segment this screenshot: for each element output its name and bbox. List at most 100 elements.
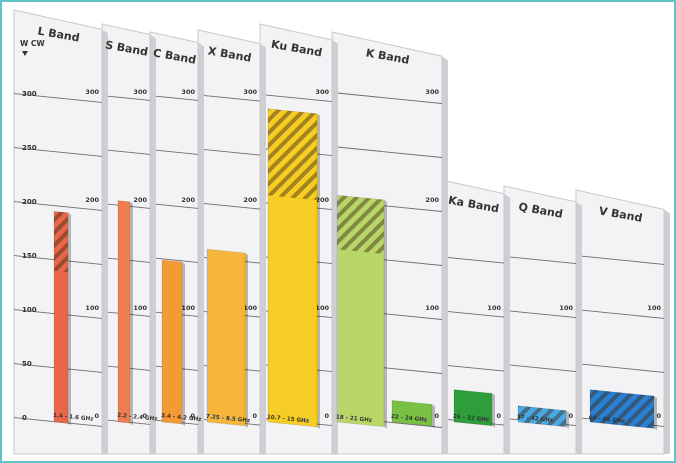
back-tick-label: 0 bbox=[142, 412, 147, 420]
gridline bbox=[197, 148, 261, 156]
gridline bbox=[149, 203, 199, 209]
bar-side bbox=[130, 201, 133, 426]
gridline bbox=[441, 364, 505, 372]
back-tick-label: 300 bbox=[133, 88, 147, 96]
gridline bbox=[197, 94, 261, 102]
back-tick-label: 100 bbox=[85, 304, 99, 312]
gridline bbox=[259, 93, 333, 103]
back-tick-label: 300 bbox=[85, 88, 99, 96]
back-tick-label: 300 bbox=[181, 88, 195, 96]
gridline bbox=[101, 95, 151, 101]
gridline bbox=[149, 149, 199, 155]
back-tick-label: 0 bbox=[252, 412, 257, 420]
gridline bbox=[503, 309, 577, 319]
band-range-label: 7.25 - 8.5 GHz bbox=[206, 414, 251, 424]
band-range-label: 3.4 - 4.2 GHz bbox=[161, 413, 202, 423]
data-bar bbox=[206, 248, 246, 427]
back-tick-label: 0 bbox=[324, 412, 329, 420]
panel-shadow bbox=[442, 56, 448, 454]
bar-side bbox=[654, 396, 657, 431]
gridline bbox=[441, 256, 505, 264]
band-range-label: 37 - 42 GHz bbox=[517, 414, 554, 424]
panel-shadow bbox=[260, 43, 266, 454]
bar-side bbox=[245, 253, 248, 428]
bar-side bbox=[182, 262, 185, 426]
back-tick-label: 0 bbox=[190, 412, 195, 420]
gridline bbox=[197, 202, 261, 210]
gridline bbox=[331, 92, 443, 104]
back-tick-label: 300 bbox=[425, 88, 439, 96]
back-tick-label: 100 bbox=[181, 304, 195, 312]
panel-shadow bbox=[576, 201, 582, 454]
back-tick-label: 0 bbox=[656, 412, 661, 420]
bar-hatch-segment bbox=[590, 389, 654, 429]
bar-hatch-segment bbox=[54, 211, 68, 273]
bar-hatch-segment bbox=[268, 108, 317, 201]
y-tick-label: 100 bbox=[22, 306, 37, 314]
back-tick-label: 100 bbox=[243, 304, 257, 312]
data-bar bbox=[391, 399, 433, 427]
bar-side bbox=[432, 404, 435, 428]
back-tick-label: 200 bbox=[315, 196, 329, 204]
data-bar bbox=[453, 389, 493, 427]
back-tick-label: 200 bbox=[425, 196, 439, 204]
bar-side bbox=[68, 212, 71, 426]
y-tick-label: 150 bbox=[22, 252, 37, 260]
gridline bbox=[441, 310, 505, 318]
panel-shadow bbox=[102, 29, 108, 455]
panel-shadow bbox=[198, 42, 204, 455]
gridline bbox=[13, 201, 103, 211]
back-tick-label: 0 bbox=[94, 412, 99, 420]
band-range-label: 26 - 32 GHz bbox=[453, 414, 490, 424]
bar-hatch-segment bbox=[518, 405, 566, 427]
y-tick-label: 50 bbox=[22, 360, 32, 368]
back-tick-label: 100 bbox=[487, 304, 501, 312]
back-tick-label: 200 bbox=[243, 196, 257, 204]
y-tick-label: 250 bbox=[22, 144, 37, 152]
panel-shadow bbox=[150, 34, 156, 455]
band-range-label: 2.2 - 2.4 GHz bbox=[117, 413, 158, 423]
bar-side bbox=[317, 113, 320, 429]
gridline bbox=[13, 147, 103, 157]
back-tick-label: 0 bbox=[568, 412, 573, 420]
gridline bbox=[503, 255, 577, 265]
bar-hatch-segment bbox=[337, 195, 384, 254]
bar-side bbox=[384, 199, 387, 429]
band-range-label: 60 - 65 GHz bbox=[588, 415, 625, 425]
band-range-label: 1.4 - 1.6 GHz bbox=[53, 413, 94, 423]
back-tick-label: 100 bbox=[315, 304, 329, 312]
back-tick-label: 100 bbox=[559, 304, 573, 312]
gridline bbox=[503, 363, 577, 373]
gridline bbox=[149, 257, 199, 263]
panel-shadow bbox=[332, 39, 338, 455]
y-tick-label: 200 bbox=[22, 198, 37, 206]
band-range-label: 18 - 21 GHz bbox=[336, 414, 373, 424]
panel-shadow bbox=[504, 193, 510, 454]
back-tick-label: 100 bbox=[647, 304, 661, 312]
back-tick-label: 300 bbox=[243, 88, 257, 96]
back-tick-label: 200 bbox=[181, 196, 195, 204]
y-tick-label: 0 bbox=[22, 414, 27, 422]
y-axis-arrow-icon bbox=[22, 51, 28, 56]
back-tick-label: 100 bbox=[133, 304, 147, 312]
band-range-label: 22 - 24 GHz bbox=[391, 414, 428, 424]
back-tick-label: 100 bbox=[425, 304, 439, 312]
back-tick-label: 0 bbox=[434, 412, 439, 420]
gridline bbox=[13, 93, 103, 103]
gridline bbox=[575, 363, 665, 373]
band-range-label: 10.7 - 15 GHz bbox=[267, 414, 310, 424]
panel-shadow bbox=[664, 209, 670, 454]
gridline bbox=[331, 146, 443, 158]
bar-side bbox=[492, 393, 495, 428]
back-tick-label: 0 bbox=[496, 412, 501, 420]
data-bar bbox=[336, 194, 385, 428]
bar-side bbox=[566, 410, 569, 429]
gridline bbox=[101, 149, 151, 155]
data-bar bbox=[161, 259, 183, 425]
gridline bbox=[575, 309, 665, 319]
back-tick-label: 200 bbox=[133, 196, 147, 204]
back-tick-label: 300 bbox=[315, 88, 329, 96]
y-axis-unit: W CW bbox=[20, 39, 45, 48]
data-bar bbox=[117, 200, 131, 424]
